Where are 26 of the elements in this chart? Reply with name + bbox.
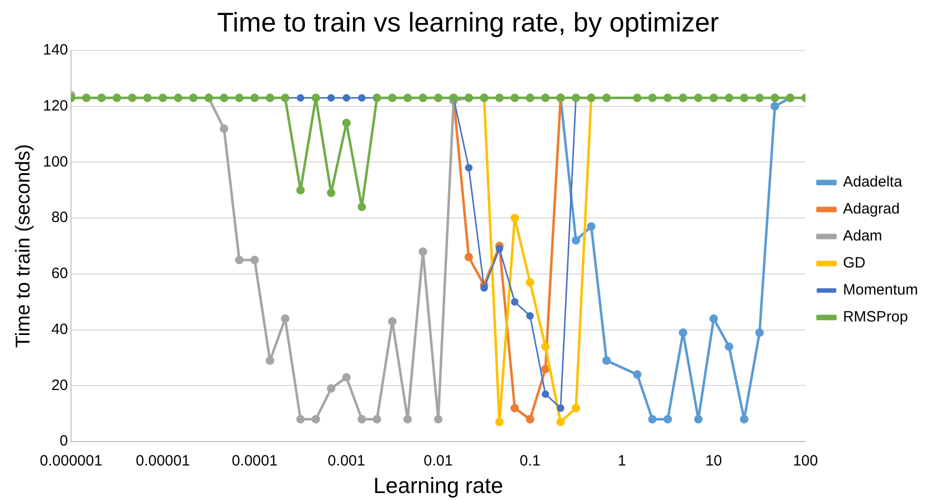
x-tick-label: 10 [705, 452, 722, 470]
x-tick-label: 0.01 [424, 452, 453, 470]
legend-label: Adadelta [842, 174, 903, 191]
legend-label: Momentum [842, 282, 918, 299]
y-tick-label: 140 [42, 42, 68, 59]
legend-label: RMSProp [842, 308, 908, 326]
y-tick-label: 60 [51, 265, 68, 282]
legend-label: GD [842, 254, 866, 272]
x-tick-label: 0.001 [328, 452, 366, 470]
legend-label: Adagrad [842, 200, 900, 218]
y-tick-label: 40 [51, 320, 68, 338]
y-tick-label: 80 [51, 209, 68, 226]
y-tick-label: 20 [51, 376, 68, 394]
y-tick-label: 120 [42, 97, 68, 114]
legend-label: Adam [842, 228, 882, 245]
x-tick-label: 0.00001 [136, 452, 190, 470]
y-tick-label: 0 [60, 432, 68, 450]
x-tick-label: 1 [618, 452, 626, 470]
x-axis-title: Learning rate [373, 472, 504, 498]
chart-title: Time to train vs learning rate, by optimizer [217, 8, 719, 38]
y-tick-label: 100 [42, 153, 68, 170]
y-axis-title: Time to train (seconds) [12, 144, 35, 348]
x-tick-label: 0.1 [520, 452, 540, 470]
x-tick-label: 0.0001 [232, 452, 278, 470]
x-tick-label: 100 [792, 452, 818, 470]
x-tick-label: 0.000001 [40, 452, 102, 470]
